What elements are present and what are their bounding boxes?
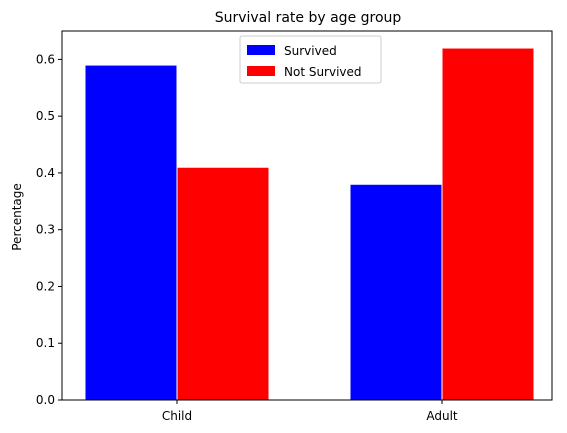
bar-survived-adult — [349, 183, 443, 401]
legend-label: Not Survived — [284, 65, 362, 79]
bars — [84, 47, 535, 401]
bar-not-survived-adult — [441, 47, 535, 401]
y-tick-label: 0.4 — [36, 166, 55, 180]
y-tick-label: 0.6 — [36, 52, 55, 66]
x-tick-label: Adult — [426, 409, 458, 423]
y-tick-label: 0.2 — [36, 279, 55, 293]
x-tick-label: Child — [162, 409, 192, 423]
legend-swatch — [247, 66, 275, 76]
bar-not-survived-child — [176, 166, 270, 401]
y-tick-label: 0.3 — [36, 223, 55, 237]
legend-label: Survived — [284, 44, 337, 58]
bar-survived-child — [84, 64, 178, 401]
plot-frame — [61, 30, 553, 401]
y-tick-label: 0.1 — [36, 336, 55, 350]
legend: Survived Not Survived — [239, 35, 382, 84]
legend-box — [239, 35, 382, 84]
y-tick-label: 0.5 — [36, 109, 55, 123]
legend-swatch — [247, 45, 275, 55]
y-tick-label: 0.0 — [36, 393, 55, 407]
y-axis: 0.0 0.1 0.2 0.3 0.4 0.5 0.6 — [36, 52, 62, 407]
chart-title: Survival rate by age group — [215, 10, 402, 26]
x-axis: Child Adult — [162, 400, 458, 423]
y-axis-label: Percentage — [10, 183, 24, 251]
